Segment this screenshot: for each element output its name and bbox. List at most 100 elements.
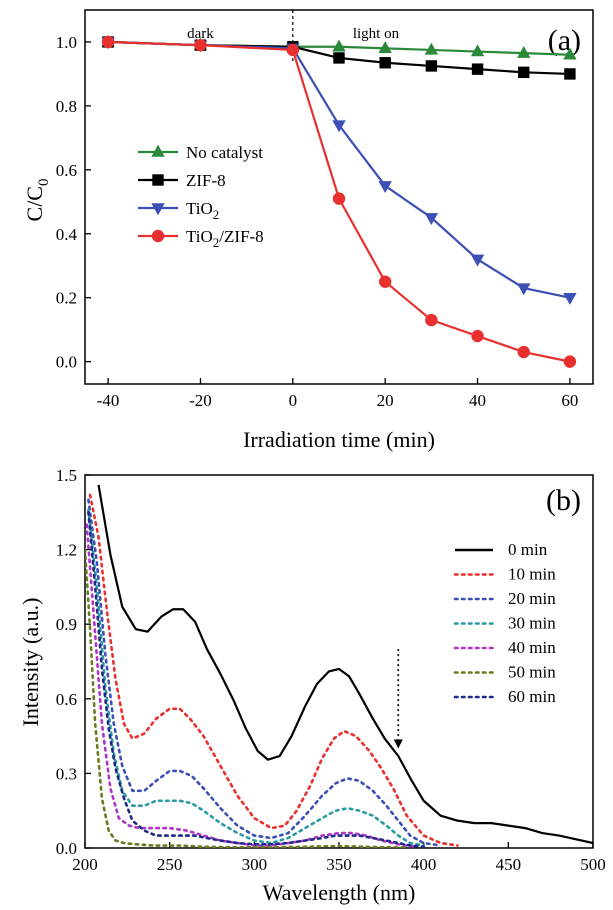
data-point-a bbox=[517, 345, 530, 359]
x-tick-label-b: 350 bbox=[326, 855, 352, 874]
plot-frame-b bbox=[84, 474, 594, 849]
legend-label-a: TiO2/ZIF-8 bbox=[186, 227, 264, 250]
y-tick-label-b: 0.9 bbox=[56, 615, 77, 634]
data-point-a bbox=[470, 254, 485, 267]
panel-label-a: (a) bbox=[548, 24, 581, 57]
legend-label-a: TiO2 bbox=[186, 199, 219, 222]
x-tick-label-a: 60 bbox=[561, 391, 578, 410]
legend-label-tail-a: /ZIF-8 bbox=[219, 227, 263, 246]
spectrum-5 bbox=[85, 548, 409, 848]
data-point-a bbox=[470, 44, 485, 57]
series-a-2 bbox=[101, 37, 577, 305]
legend-label-b: 60 min bbox=[508, 687, 556, 706]
x-tick-label-a: -40 bbox=[97, 391, 120, 410]
data-point-a bbox=[101, 35, 115, 49]
data-point-a bbox=[332, 192, 346, 205]
legend-marker-a bbox=[152, 174, 164, 186]
legend-b: 0 min 10 min 20 min 30 min 40 min 50 min 60 mi… bbox=[453, 540, 556, 706]
legend-label-b: 30 min bbox=[508, 614, 556, 633]
spectrum-1 bbox=[88, 493, 459, 847]
data-point-a bbox=[424, 42, 439, 55]
y-tick-label-a: 0.2 bbox=[56, 289, 77, 308]
y-tick-label-b: 0.0 bbox=[56, 839, 77, 858]
data-point-a bbox=[378, 275, 392, 288]
y-axis-title-main-a: C/C bbox=[22, 186, 47, 221]
x-tick-label-a: 40 bbox=[469, 391, 486, 410]
panel-b: 200 250 300 350 400 450 500 0.0 0.3 0.6 0.9 1.2 1.5 W… bbox=[18, 466, 606, 905]
data-point-a bbox=[378, 41, 392, 54]
data-point-a bbox=[425, 313, 438, 327]
data-point-a bbox=[333, 52, 345, 64]
legend-label-main-a: TiO bbox=[186, 199, 213, 218]
panel-label-b: (b) bbox=[546, 484, 581, 517]
legend-label-b: 50 min bbox=[508, 663, 556, 682]
y-tick-label-a: 1.0 bbox=[56, 33, 77, 52]
data-point-a bbox=[563, 355, 577, 368]
data-point-a bbox=[564, 68, 576, 80]
y-tick-label-a: 0.8 bbox=[56, 97, 77, 116]
data-point-a bbox=[563, 47, 577, 60]
data-point-a bbox=[425, 60, 438, 72]
data-point-a bbox=[378, 181, 392, 194]
data-point-a bbox=[471, 63, 484, 75]
x-tick-label-b: 200 bbox=[72, 855, 98, 874]
legend-label-main-a: ZIF-8 bbox=[186, 171, 226, 190]
y-tick-label-b: 1.2 bbox=[56, 541, 77, 560]
data-point-a bbox=[379, 57, 391, 69]
annotation-a: dark bbox=[187, 26, 214, 42]
y-tick-label-b: 1.5 bbox=[56, 466, 77, 485]
y-tick-label-b: 0.6 bbox=[56, 690, 77, 709]
y-tick-label-a: 0.4 bbox=[56, 225, 78, 244]
legend-label-a: No catalyst bbox=[186, 143, 263, 162]
x-axis-title-a: Irradiation time (min) bbox=[243, 427, 435, 452]
series-a-3 bbox=[101, 35, 577, 368]
legend-label-sub-a: 2 bbox=[213, 207, 220, 222]
x-tick-label-a: 0 bbox=[289, 391, 298, 410]
legend-label-main-a: No catalyst bbox=[186, 143, 263, 162]
x-tick-label-a: 20 bbox=[377, 391, 394, 410]
data-point-a bbox=[194, 38, 207, 52]
spectra-b bbox=[85, 484, 593, 848]
legend-marker-a bbox=[151, 203, 165, 216]
x-tick-label-a: -20 bbox=[189, 391, 212, 410]
y-axis-title-b: Intensity (a.u.) bbox=[18, 598, 43, 727]
y-axis-title-a: C/C0 bbox=[22, 179, 52, 222]
y-axis-title-sub-a: 0 bbox=[36, 179, 52, 187]
data-point-a bbox=[332, 120, 346, 133]
x-tick-label-b: 500 bbox=[580, 855, 606, 874]
legend-label-b: 0 min bbox=[508, 540, 548, 559]
x-tick-label-b: 250 bbox=[157, 855, 183, 874]
data-point-a bbox=[332, 39, 346, 52]
data-point-a bbox=[424, 213, 439, 225]
decay-arrow-head bbox=[393, 739, 403, 749]
data-point-a bbox=[517, 283, 531, 296]
spectrum-3 bbox=[87, 508, 425, 847]
series-line-a bbox=[108, 40, 571, 299]
plot-frame-a bbox=[84, 9, 594, 385]
data-point-a bbox=[518, 66, 530, 79]
annotation-a: light on bbox=[353, 26, 400, 42]
x-tick-label-b: 400 bbox=[411, 855, 437, 874]
legend-label-b: 20 min bbox=[508, 589, 556, 608]
y-tick-label-b: 0.3 bbox=[56, 764, 77, 783]
legend-marker-a bbox=[151, 144, 165, 157]
x-tick-label-b: 450 bbox=[496, 855, 522, 874]
legend-label-a: ZIF-8 bbox=[186, 171, 226, 190]
data-point-a bbox=[563, 292, 577, 305]
x-tick-label-b: 300 bbox=[242, 855, 268, 874]
x-axis-title-b: Wavelength (nm) bbox=[263, 880, 416, 905]
spectrum-4 bbox=[85, 523, 417, 848]
panel-a: -40 -20 0 20 40 600.00.20.40.60.81.0Irradiati… bbox=[22, 9, 594, 452]
data-point-a bbox=[471, 329, 484, 343]
spectrum-6 bbox=[87, 510, 425, 848]
y-tick-label-a: 0.6 bbox=[56, 161, 77, 180]
spectrum-2 bbox=[87, 498, 442, 847]
data-point-a bbox=[517, 45, 531, 58]
data-point-a bbox=[286, 43, 300, 57]
legend-label-b: 40 min bbox=[508, 638, 556, 657]
legend-label-main-a: TiO bbox=[186, 227, 213, 246]
y-tick-label-a: 0.0 bbox=[56, 353, 77, 372]
legend-label-sub-a: 2 bbox=[213, 235, 220, 250]
